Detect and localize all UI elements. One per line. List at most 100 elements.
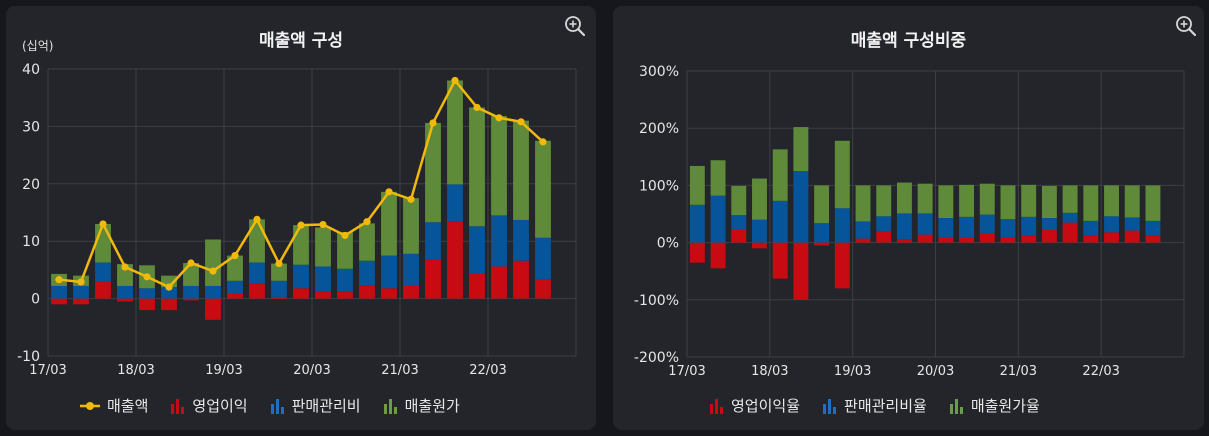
revenue-point xyxy=(341,231,349,240)
bar-영업이익 xyxy=(513,260,529,299)
bar-영업이익 xyxy=(447,221,463,299)
revenue-composition-chart: (십억) -10 0 10 20 30 40 17/03 18/03 19/03 20/03 21/… xyxy=(17,39,577,378)
bar-판매관리비율 xyxy=(959,216,975,238)
bar-판매관리비 xyxy=(293,264,309,289)
bar-chart-icon xyxy=(949,398,963,414)
bar-판매관리비율 xyxy=(1041,218,1057,231)
bar-영업이익 xyxy=(359,285,375,299)
bar-매출원가 xyxy=(535,140,551,238)
bar-영업이익율 xyxy=(752,242,767,249)
revenue-point xyxy=(187,259,195,267)
revenue-point xyxy=(99,220,107,228)
bar-판매관리비 xyxy=(359,260,375,286)
bar-판매관리비 xyxy=(205,285,221,299)
y-tick-label: -100% xyxy=(634,293,679,309)
bar-판매관리비 xyxy=(183,285,199,299)
bar-영업이익율 xyxy=(917,234,933,243)
bar-매출원가 xyxy=(359,223,375,261)
legend-item-revenue[interactable]: 매출액 xyxy=(79,395,148,416)
bar-판매관리비율 xyxy=(689,204,705,243)
revenue-point xyxy=(451,76,459,85)
bar-영업이익 xyxy=(95,281,111,299)
revenue-point xyxy=(55,276,63,284)
legend-item-cogs[interactable]: 매출원가 xyxy=(383,395,460,416)
revenue-point xyxy=(407,195,415,203)
bar-영업이익 xyxy=(381,288,397,299)
revenue-point xyxy=(495,114,503,122)
bar-판매관리비 xyxy=(271,280,287,297)
legend: 매출액 영업이익 판매관리비 매출원가 xyxy=(79,395,482,416)
bar-영업이익율 xyxy=(834,242,850,289)
bar-판매관리비율 xyxy=(793,171,809,243)
x-tick-label: 22/03 xyxy=(469,363,506,378)
y-tick-label: 10 xyxy=(22,234,40,250)
bar-매출원가율 xyxy=(1104,185,1119,217)
bar-매출원가 xyxy=(447,80,463,185)
revenue-point xyxy=(165,283,173,291)
bar-판매관리비 xyxy=(227,280,243,295)
legend-item-cogs-ratio[interactable]: 매출원가율 xyxy=(949,395,1040,416)
zoom-in-icon[interactable] xyxy=(564,15,586,37)
x-tick-label: 20/03 xyxy=(293,363,330,378)
y-tick-label: 30 xyxy=(22,119,40,135)
bar-매출원가 xyxy=(491,116,507,216)
bar-영업이익율 xyxy=(1000,236,1016,243)
bar-판매관리비 xyxy=(425,222,441,260)
legend-item-op-margin[interactable]: 영업이익율 xyxy=(709,395,800,416)
y-tick-label: -10 xyxy=(17,349,40,365)
y-unit-label: (십억) xyxy=(22,39,53,53)
bar-영업이익 xyxy=(491,266,507,299)
bar-매출원가율 xyxy=(979,183,995,215)
revenue-point xyxy=(385,188,393,196)
legend-item-operating-profit[interactable]: 영업이익 xyxy=(170,395,248,416)
bar-판매관리비율 xyxy=(710,195,726,243)
bar-판매관리비 xyxy=(95,262,111,282)
bar-영업이익율 xyxy=(1062,222,1078,243)
bar-영업이익 xyxy=(425,259,441,299)
legend-item-sga-ratio[interactable]: 판매관리비율 xyxy=(822,395,927,416)
legend-item-sga[interactable]: 판매관리비 xyxy=(270,395,361,416)
bar-chart-icon xyxy=(710,398,723,414)
y-tick-label: 300% xyxy=(639,64,679,80)
bar-영업이익율 xyxy=(772,242,788,279)
chart-panel-ratio: 매출액 구성비중 -200% -100% 0% 100% 200% 300% 17/03 18… xyxy=(613,6,1204,430)
bar-영업이익 xyxy=(403,285,419,299)
bar-판매관리비 xyxy=(249,262,265,284)
bar-판매관리비율 xyxy=(1083,220,1099,236)
bar-매출원가 xyxy=(403,198,419,254)
bar-판매관리비 xyxy=(381,255,397,289)
revenue-point xyxy=(539,138,547,146)
bar-영업이익율 xyxy=(1041,230,1057,243)
bar-매출원가율 xyxy=(938,185,954,219)
bar-영업이익율 xyxy=(979,232,995,243)
bar-영업이익율 xyxy=(959,237,975,243)
bar-영업이익율 xyxy=(689,242,705,263)
bar-판매관리비율 xyxy=(814,223,830,243)
revenue-point xyxy=(319,220,327,229)
bar-매출원가 xyxy=(293,225,309,265)
revenue-point xyxy=(297,221,305,229)
revenue-point xyxy=(429,119,437,127)
revenue-ratio-chart: -200% -100% 0% 100% 200% 300% 17/03 18/03 19/03 2… xyxy=(634,64,1185,379)
bar-판매관리비 xyxy=(513,219,529,261)
bar-매출원가율 xyxy=(689,165,705,205)
x-tick-label: 18/03 xyxy=(117,363,154,378)
bar-매출원가 xyxy=(337,232,353,269)
bar-매출원가 xyxy=(425,122,441,223)
bar-영업이익율 xyxy=(793,242,809,300)
bar-영업이익 xyxy=(535,279,551,299)
bar-매출원가율 xyxy=(1021,184,1037,217)
revenue-point xyxy=(473,103,481,112)
zoom-in-icon[interactable] xyxy=(1175,15,1197,37)
bar-매출원가율 xyxy=(793,127,809,172)
bar-매출원가 xyxy=(249,219,265,263)
bar-판매관리비 xyxy=(51,285,67,299)
y-tick-label: 200% xyxy=(639,121,679,137)
bar-판매관리비 xyxy=(491,215,507,267)
chart-title: 매출액 구성 xyxy=(258,31,344,51)
legend-label: 매출액 xyxy=(107,397,149,415)
y-tick-label: 0% xyxy=(657,236,679,252)
bar-영업이익 xyxy=(51,298,67,305)
bar-영업이익 xyxy=(293,288,309,299)
bar-영업이익율 xyxy=(1145,235,1161,243)
